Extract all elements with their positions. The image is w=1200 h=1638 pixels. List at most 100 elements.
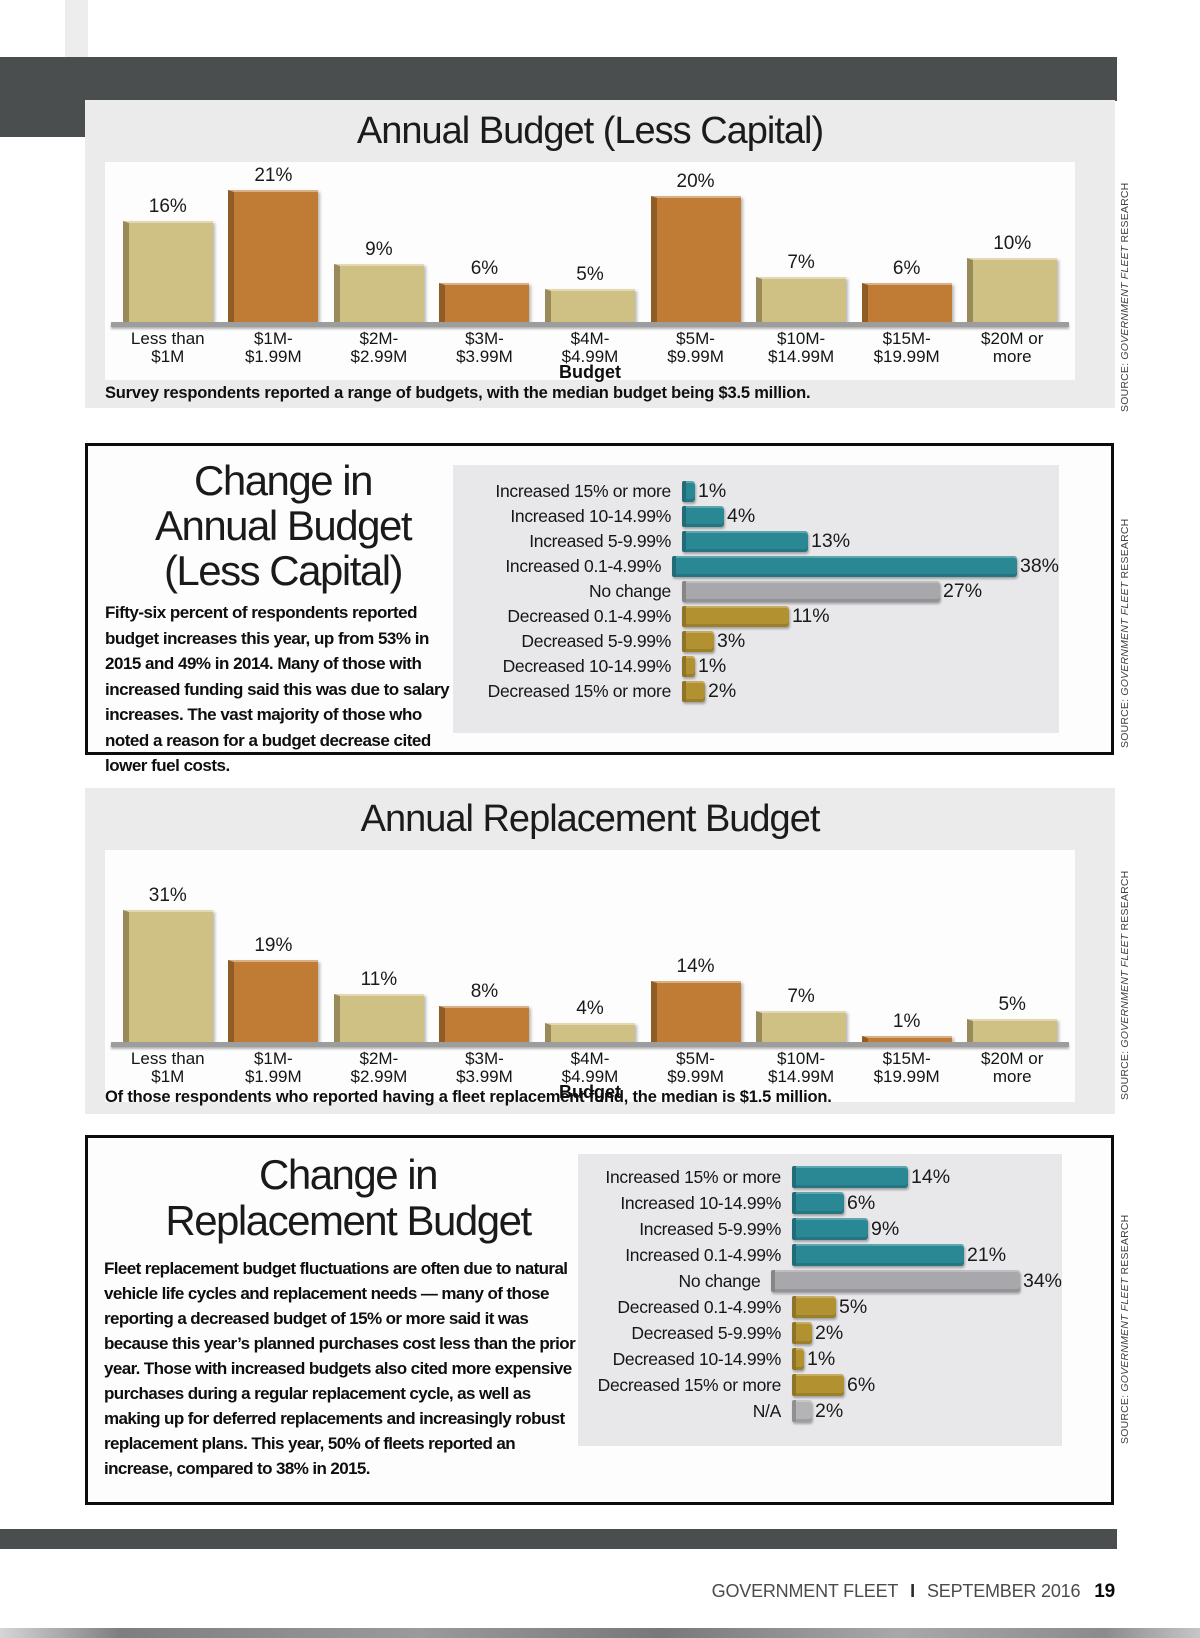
bar — [333, 994, 424, 1042]
category-label: Decreased 5-9.99% — [521, 631, 671, 651]
bar-value-label: 20% — [676, 171, 715, 192]
title-line: Change in — [194, 457, 373, 504]
source-name: GOVERNMENT FLEET — [1119, 1277, 1131, 1392]
bar-value-label: 1% — [807, 1347, 836, 1370]
category-label: No change — [589, 581, 671, 601]
bar-value-label: 7% — [787, 252, 815, 273]
scan-bottom-edge — [0, 1628, 1200, 1638]
bar-value-label: 3% — [717, 630, 746, 652]
category-axis: Less than $1M $1M- $1.99M $2M- $2.99M $3M- $3.9… — [115, 330, 1065, 366]
bar — [439, 1006, 530, 1042]
bar-column: 6% — [439, 258, 530, 322]
bar-value-label: 11% — [792, 605, 830, 627]
page-footer: GOVERNMENT FLEET I SEPTEMBER 2016 19 — [500, 1581, 1116, 1603]
bar — [792, 1374, 844, 1396]
bar-row: Increased 15% or more 1% — [453, 479, 1059, 504]
bar-value-label: 6% — [847, 1373, 876, 1396]
source-name: GOVERNMENT FLEET — [1119, 245, 1131, 360]
bar — [792, 1348, 804, 1370]
bar-row: Increased 10-14.99% 4% — [453, 504, 1059, 529]
bar-row: Decreased 5-9.99% 3% — [453, 629, 1059, 654]
bar-column: 4% — [544, 998, 635, 1042]
category-axis: Less than $1M $1M- $1.99M $2M- $2.99M $3M- $3.9… — [115, 1050, 1065, 1086]
bar — [682, 656, 695, 677]
category-label: Decreased 15% or more — [597, 1374, 782, 1395]
page-number: 19 — [1094, 1581, 1115, 1602]
category-label: $20M or more — [981, 1049, 1044, 1086]
bar-column: 5% — [544, 264, 635, 322]
bar — [682, 606, 789, 627]
category-label: N/A — [752, 1400, 782, 1421]
category-label: Decreased 10-14.99% — [612, 1348, 782, 1369]
source-name: GOVERNMENT FLEET — [1119, 933, 1131, 1048]
bar — [792, 1166, 908, 1188]
bar-value-label: 6% — [470, 258, 499, 279]
bar — [122, 221, 213, 322]
category-label: Increased 5-9.99% — [529, 531, 671, 551]
source-credit: SOURCE: GOVERNMENT FLEET RESEARCH — [1119, 1208, 1134, 1444]
category-label: $2M- $2.99M — [350, 329, 408, 366]
category-label: $20M or more — [981, 329, 1044, 366]
bar-value-label: 9% — [365, 239, 393, 260]
bar-value-label: 5% — [576, 264, 604, 285]
source-suffix: RESEARCH — [1119, 1214, 1131, 1278]
bar-column: 7% — [756, 986, 847, 1042]
x-axis-label: Budget — [559, 1082, 621, 1102]
category-label: $3M- $3.99M — [456, 1049, 513, 1086]
bar-column: 14% — [650, 956, 741, 1042]
bar — [682, 681, 705, 702]
category-label: $2M- $2.99M — [350, 1049, 408, 1086]
change-replacement-budget-panel: Change in Replacement Budget Fleet repla… — [85, 1135, 1114, 1505]
bar — [650, 196, 741, 322]
bar-value-label: 6% — [892, 258, 921, 279]
category-label: $10M- $14.99M — [768, 329, 835, 366]
bars-area: 31% 19% 11% 8% 4% 14% 7% 1% 5% — [115, 850, 1065, 1042]
bar-value-label: 2% — [708, 680, 737, 702]
bar-column: 8% — [439, 981, 530, 1042]
category-label: Increased 0.1-4.99% — [625, 1244, 781, 1265]
bar-value-label: 14% — [911, 1165, 951, 1188]
bar-value-label: 5% — [839, 1295, 868, 1318]
x-axis-baseline — [111, 1042, 1069, 1047]
bar-row: Increased 5-9.99% 9% — [578, 1216, 1062, 1242]
category-label: $10M- $14.99M — [768, 1049, 835, 1086]
bar-value-label: 19% — [254, 935, 293, 956]
category-label: Decreased 0.1-4.99% — [617, 1296, 781, 1317]
bar — [756, 277, 847, 322]
source-credit: SOURCE: GOVERNMENT FLEET RESEARCH — [1119, 176, 1134, 412]
bar-column: 6% — [861, 258, 952, 322]
annual-budget-panel: Annual Budget (Less Capital) 16% 21% 9% 6% 5… — [85, 100, 1115, 408]
bar — [122, 910, 213, 1042]
bar-value-label: 13% — [811, 530, 851, 552]
bar-value-label: 1% — [698, 480, 727, 502]
category-label: Less than $1M — [130, 329, 205, 366]
bar — [544, 1023, 635, 1042]
source-suffix: RESEARCH — [1119, 518, 1131, 582]
category-label: $15M- $19.99M — [873, 1049, 940, 1086]
bar-column: 10% — [967, 233, 1058, 322]
category-label: $1M- $1.99M — [244, 1049, 302, 1086]
source-suffix: RESEARCH — [1119, 870, 1131, 934]
header-band — [0, 57, 1117, 101]
title-line: Replacement Budget — [165, 1197, 532, 1244]
bar — [771, 1270, 1020, 1292]
source-prefix: SOURCE: — [1119, 1391, 1131, 1444]
bar-row: Increased 0.1-4.99% 38% — [453, 554, 1059, 579]
bar-column: 1% — [861, 1011, 952, 1042]
title-line: Change in — [259, 1151, 438, 1198]
bar-row: Increased 5-9.99% 13% — [453, 529, 1059, 554]
x-axis-label: Budget — [559, 362, 621, 382]
bar-row: Decreased 0.1-4.99% 5% — [578, 1294, 1062, 1320]
bar — [672, 556, 1017, 577]
bar-value-label: 14% — [676, 956, 715, 977]
bar-value-label: 27% — [943, 580, 983, 602]
category-label: $5M- $9.99M — [667, 329, 724, 366]
bar-value-label: 9% — [871, 1217, 900, 1240]
bar-column: 19% — [228, 935, 319, 1042]
source-suffix: RESEARCH — [1119, 182, 1131, 246]
category-label: Less than $1M — [130, 1049, 205, 1086]
category-label: Decreased 5-9.99% — [631, 1322, 781, 1343]
source-credit: SOURCE: GOVERNMENT FLEET RESEARCH — [1119, 864, 1134, 1100]
bar-value-label: 5% — [998, 994, 1026, 1015]
bar — [756, 1011, 847, 1042]
